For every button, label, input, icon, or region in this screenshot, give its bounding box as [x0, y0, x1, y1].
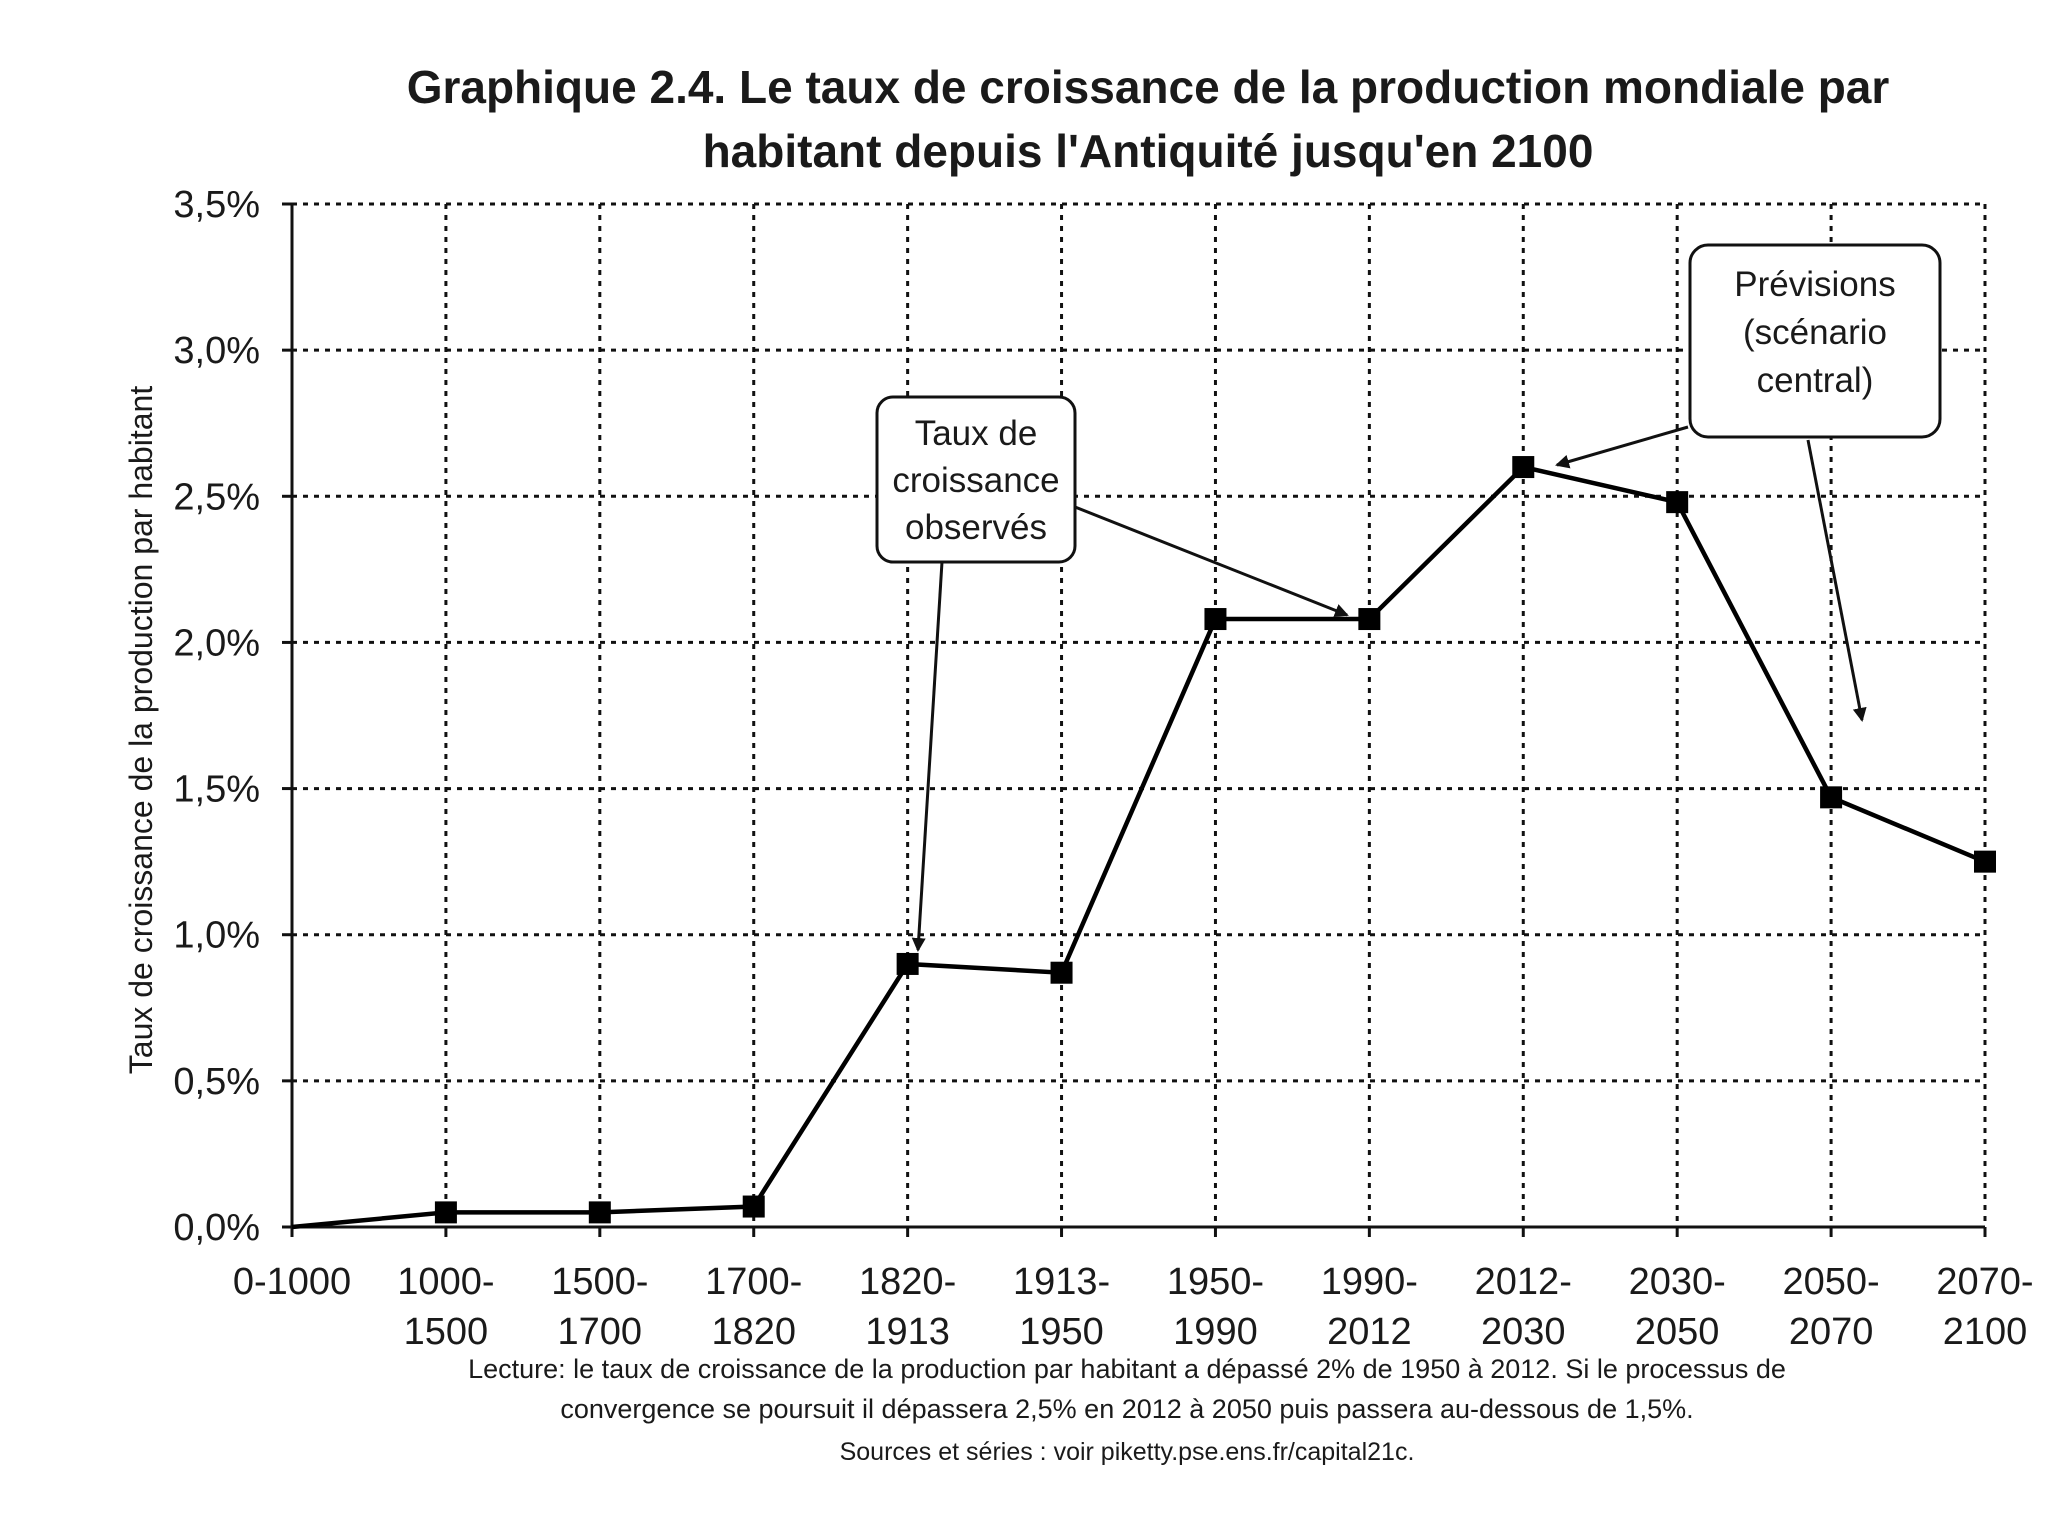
y-tick-label-6: 3,0% [173, 330, 260, 372]
chart-title-line-1: Graphique 2.4. Le taux de croissance de … [407, 61, 1890, 113]
x-tick-label-6-0: 1950- [1167, 1261, 1264, 1303]
x-tick-label-5-1: 1950 [1019, 1311, 1104, 1353]
x-tick-label-8-0: 2012- [1475, 1261, 1572, 1303]
series-line-0 [291, 464, 1986, 1230]
data-point-6 [1204, 608, 1227, 631]
callout-observed: Taux de croissance observés [875, 395, 1349, 952]
y-tick-label-5: 2,5% [173, 476, 260, 518]
x-tick-label-9-1: 2050 [1635, 1311, 1720, 1353]
data-point-3 [742, 1195, 765, 1218]
data-point-5 [1050, 961, 1073, 984]
x-tick-label-0-0: 0-1000 [233, 1261, 351, 1303]
data-series [291, 456, 1996, 1230]
x-tick-label-3-0: 1700- [705, 1261, 802, 1303]
callout-forecast-line-2: (scénario [1743, 313, 1887, 352]
y-tick-label-4: 2,0% [173, 622, 260, 664]
data-point-8 [1512, 456, 1535, 479]
chart-title: Graphique 2.4. Le taux de croissance de … [407, 61, 1890, 177]
data-point-11 [1974, 850, 1996, 873]
y-axis-ticks: 0,0% 0,5% 1,0% 1,5% 2,0% 2,5% 3,0% 3,5% [173, 184, 292, 1249]
source-note: Sources et séries : voir piketty.pse.ens… [840, 1438, 1415, 1466]
x-tick-label-4-0: 1820- [859, 1261, 956, 1303]
x-tick-label-4-1: 1913 [865, 1311, 950, 1353]
x-tick-label-6-1: 1990 [1173, 1311, 1258, 1353]
x-tick-label-2-0: 1500- [551, 1261, 648, 1303]
y-tick-label-7: 3,5% [173, 184, 260, 226]
callout-observed-arrow-2 [1069, 503, 1349, 618]
x-tick-label-10-0: 2050- [1782, 1261, 1879, 1303]
y-tick-label-3: 1,5% [173, 769, 260, 811]
reading-note-line-2: convergence se poursuit il dépassera 2,5… [560, 1394, 1693, 1424]
callout-forecast: Prévisions (scénario central) [1555, 243, 1942, 722]
y-tick-label-0: 0,0% [173, 1207, 260, 1249]
data-point-1 [434, 1201, 457, 1224]
callout-forecast-arrow-1 [1555, 425, 1689, 469]
x-tick-label-5-0: 1913- [1013, 1261, 1110, 1303]
x-tick-label-1-1: 1500 [404, 1311, 489, 1353]
callout-observed-line-1: Taux de [915, 414, 1038, 453]
data-point-4 [896, 952, 919, 975]
reading-note: Lecture: le taux de croissance de la pro… [468, 1354, 1786, 1424]
x-tick-label-1-0: 1000- [397, 1261, 494, 1303]
y-tick-label-2: 1,0% [173, 915, 260, 957]
callout-forecast-line-3: central) [1757, 361, 1874, 400]
callout-forecast-line-1: Prévisions [1734, 265, 1895, 304]
x-axis-ticks: 0-1000 1000- 1500 1500- 1700 1700- 1820 1820- 19… [233, 1227, 2034, 1353]
callout-forecast-box [1688, 243, 1942, 439]
callout-observed-line-3: observés [905, 508, 1047, 547]
data-point-2 [588, 1201, 611, 1224]
x-tick-label-11-0: 2070- [1936, 1261, 2033, 1303]
x-tick-label-7-1: 2012 [1327, 1311, 1412, 1353]
x-tick-label-2-1: 1700 [558, 1311, 643, 1353]
x-tick-label-10-1: 2070 [1789, 1311, 1874, 1353]
x-tick-label-3-1: 1820 [711, 1311, 796, 1353]
data-point-10 [1820, 786, 1843, 809]
callout-observed-line-2: croissance [892, 461, 1059, 500]
callout-observed-box [875, 395, 1077, 564]
chart-title-line-2: habitant depuis l'Antiquité jusqu'en 210… [703, 125, 1594, 177]
plot-frame [290, 204, 1985, 1229]
data-point-9 [1666, 491, 1689, 514]
x-tick-label-7-0: 1990- [1321, 1261, 1418, 1303]
data-point-7 [1358, 608, 1381, 631]
x-tick-label-11-1: 2100 [1943, 1311, 2028, 1353]
callout-forecast-arrow-2 [1806, 439, 1867, 722]
callout-observed-arrow-1 [911, 561, 944, 952]
reading-note-line-1: Lecture: le taux de croissance de la pro… [468, 1354, 1786, 1384]
x-tick-label-8-1: 2030 [1481, 1311, 1566, 1353]
y-axis-label: Taux de croissance de la production par … [123, 386, 159, 1075]
x-tick-label-9-0: 2030- [1629, 1261, 1726, 1303]
y-tick-label-1: 0,5% [173, 1061, 260, 1103]
